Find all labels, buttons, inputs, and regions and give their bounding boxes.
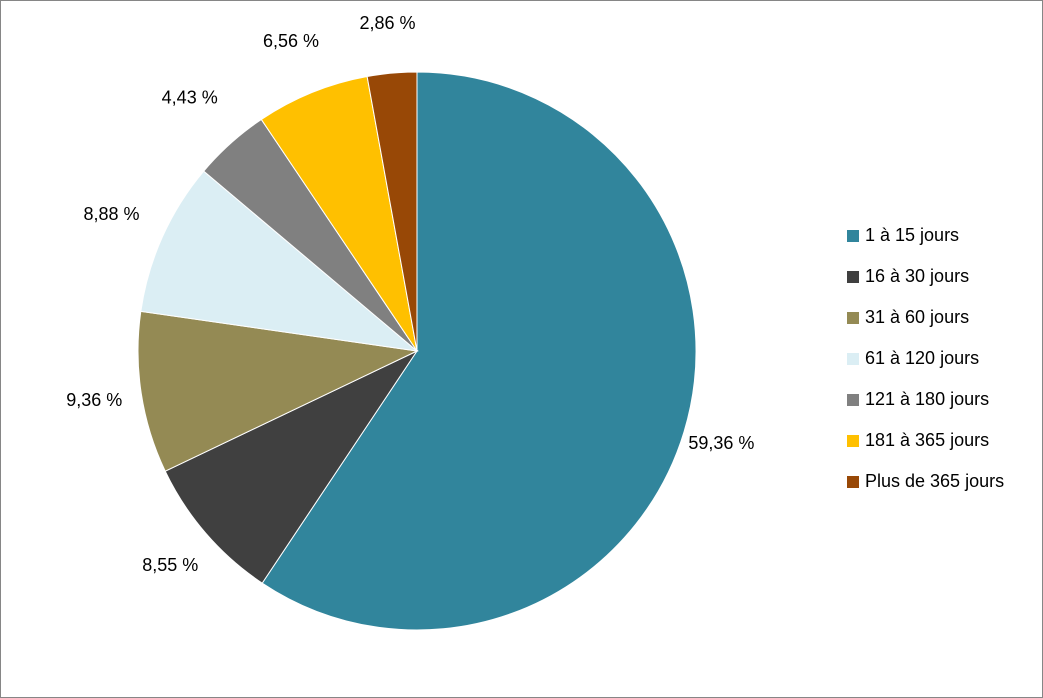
data-label-6: 6,56 % <box>263 31 319 51</box>
legend-label: 16 à 30 jours <box>865 266 970 286</box>
legend-swatch <box>847 229 859 242</box>
legend-label: 31 à 60 jours <box>865 307 970 327</box>
legend-item-7: Plus de 365 jours <box>847 461 1004 502</box>
legend-item-2: 16 à 30 jours <box>847 256 1004 297</box>
pie-slice-6 <box>260 75 418 352</box>
legend-label: 61 à 120 jours <box>865 348 980 368</box>
legend-swatch <box>847 352 859 365</box>
legend: 1 à 15 jours 16 à 30 jours 31 à 60 jours 61… <box>847 215 1004 502</box>
pie-slice-7 <box>366 71 418 352</box>
legend-swatch <box>847 311 859 324</box>
legend-label: 1 à 15 jours <box>865 225 960 245</box>
pie-slice-4 <box>140 170 419 352</box>
legend-swatch <box>847 393 859 406</box>
pie-slice-3 <box>137 310 419 472</box>
pie-slice-2 <box>164 349 419 584</box>
data-label-4: 8,88 % <box>83 204 139 224</box>
legend-label: 181 à 365 jours <box>865 430 990 450</box>
pie-slices <box>137 71 697 631</box>
legend-item-1: 1 à 15 jours <box>847 215 1004 256</box>
legend-item-5: 121 à 180 jours <box>847 379 1004 420</box>
data-label-5: 4,43 % <box>162 88 218 108</box>
data-label-3: 9,36 % <box>66 390 122 410</box>
legend-label: Plus de 365 jours <box>865 471 1005 491</box>
legend-swatch <box>847 434 859 447</box>
legend-item-6: 181 à 365 jours <box>847 420 1004 461</box>
pie-data-labels: 59,36 % 8,55 % 9,36 % 8,88 % 4,43 % 6,56 % 2,8… <box>66 13 754 575</box>
data-label-2: 8,55 % <box>142 555 198 575</box>
data-label-7: 2,86 % <box>359 13 415 33</box>
legend-swatch <box>847 475 859 488</box>
legend-label: 121 à 180 jours <box>865 389 990 409</box>
pie-slice-1 <box>261 71 697 631</box>
legend-item-4: 61 à 120 jours <box>847 338 1004 379</box>
data-label-1: 59,36 % <box>688 433 754 453</box>
legend-swatch <box>847 270 859 283</box>
legend-item-3: 31 à 60 jours <box>847 297 1004 338</box>
